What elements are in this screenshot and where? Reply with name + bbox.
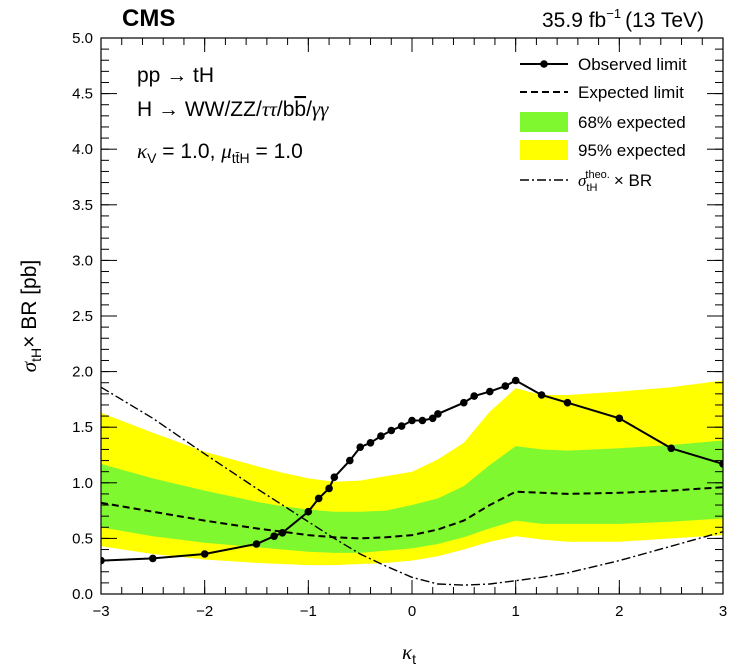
observed-point [387,426,396,435]
plot-content [101,376,723,586]
y-tick-label: 4.0 [72,141,93,158]
y-tick-label: 3.0 [72,252,93,269]
observed-point [278,529,287,537]
expected-limit-line [101,486,723,540]
decay-annotation: H → WW/ZZ/ττ/bb/γγ [137,97,329,121]
legend-band95-swatch [520,140,568,160]
observed-point [460,398,468,407]
luminosity-label: 35.9 fb−1 (13 TeV) [542,6,704,32]
lumi-exponent: −1 [606,6,621,21]
process-annotation: pp → tH [137,64,214,87]
observed-point [470,392,479,400]
observed-point [563,398,572,407]
legend-label-theory: σtHtheo. × BR [578,169,652,194]
observed-point [418,416,427,425]
theory-line [101,386,723,586]
observed-point [252,540,261,548]
x-tick-label: 2 [615,603,623,620]
x-tick-label: 3 [719,603,727,620]
observed-point [615,414,624,423]
x-tick-label: −3 [92,603,109,620]
band-68-expected [101,440,723,553]
experiment-label: CMS [122,5,175,32]
observed-point [356,443,365,452]
observed-point [501,382,510,390]
x-tick-label: −1 [300,603,317,620]
observed-point [325,484,333,493]
observed-point [314,494,323,503]
coupling-annotation: κV = 1.0, μtt̄H = 1.0 [137,139,303,166]
observed-point [200,550,209,558]
observed-point [719,460,723,468]
y-tick-label: 3.5 [72,197,93,214]
y-axis-title: σtH× BR [pb] [17,260,44,373]
legend-observed-marker [540,60,548,68]
y-tick-label: 0.5 [72,530,93,547]
legend-band68-swatch [520,112,568,132]
observed-point [149,554,157,563]
observed-point [366,439,375,447]
plot-area: −3 −2 −1 0 1 2 3 0.0 0.5 1.0 1.5 2.0 2.5 3.0 3.5 4.0 4.5… [72,30,727,620]
x-tick-label: 0 [408,603,416,620]
y-tick-label: 4.5 [72,86,93,103]
observed-point [346,456,354,465]
observed-point [434,410,442,418]
y-tick-label: 0.0 [72,586,93,603]
y-tick-label: 2.0 [72,364,93,381]
observed-point [304,507,313,516]
legend-label-band68: 68% expected [578,113,686,132]
observed-point [330,473,339,482]
observed-point [428,414,437,423]
observed-point [270,532,278,540]
observed-point [486,387,494,396]
y-tick-label: 5.0 [72,30,93,47]
x-tick-label: 1 [511,603,519,620]
observed-point [511,376,520,385]
y-tick-label: 1.5 [72,419,93,436]
observed-point [397,422,406,430]
x-axis-title: κt [402,640,416,667]
legend: Observed limit Expected limit 68% expected… [520,55,687,194]
observed-point [377,432,385,440]
legend-label-band95: 95% expected [578,141,686,160]
energy-value: (13 TeV) [625,9,704,32]
legend-label-observed: Observed limit [578,55,687,74]
observed-point [408,416,416,425]
lumi-value: 35.9 fb [542,9,606,32]
y-tick-label: 2.5 [72,308,93,325]
y-tick-label: 1.0 [72,475,93,492]
legend-label-expected: Expected limit [578,83,684,102]
observed-point [667,444,675,453]
observed-point [537,391,546,399]
x-tick-label: −2 [196,603,213,620]
